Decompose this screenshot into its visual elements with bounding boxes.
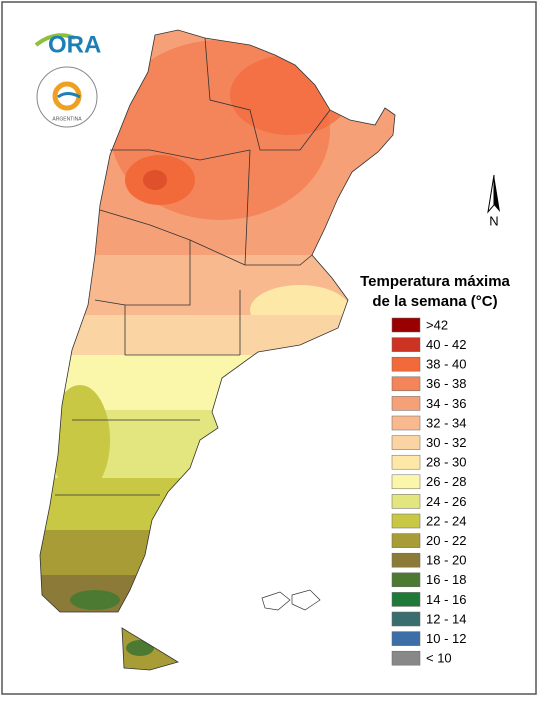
- legend-swatch: [391, 592, 421, 607]
- legend-swatch: [391, 611, 421, 627]
- legend-label: 28 - 30: [426, 455, 466, 470]
- legend-label: 34 - 36: [426, 396, 466, 411]
- legend-label: 24 - 26: [426, 494, 466, 509]
- legend-swatch: [391, 552, 421, 568]
- legend-title: de la semana (°C): [372, 293, 497, 310]
- logo-swoosh: [34, 33, 76, 47]
- legend-swatch: [391, 533, 421, 548]
- legend-swatch: [391, 454, 421, 470]
- north-arrow-right: [494, 175, 500, 212]
- legend-label: 32 - 34: [426, 415, 466, 430]
- province-borders: [39, 29, 396, 671]
- legend-swatch: [391, 474, 421, 490]
- legend-label: 20 - 22: [426, 533, 466, 548]
- legend-swatch: [391, 650, 421, 666]
- legend-label: 30 - 32: [426, 435, 466, 450]
- legend-swatch: [391, 376, 421, 392]
- legend-swatch: [391, 631, 421, 646]
- legend-swatch: [391, 435, 421, 450]
- legend-label: 18 - 20: [426, 553, 466, 568]
- legend-swatch: [391, 572, 421, 588]
- legend-swatch: [391, 513, 421, 529]
- seal-text: ARGENTINA: [52, 116, 82, 122]
- legend-label: 38 - 40: [426, 357, 466, 372]
- logo-text: ORA: [48, 31, 101, 58]
- north-label: N: [489, 213, 498, 228]
- legend-label: 22 - 24: [426, 513, 466, 528]
- legend-label: 16 - 18: [426, 572, 466, 587]
- legend-label: >42: [426, 317, 448, 332]
- legend-swatch: [391, 415, 421, 431]
- seal: [36, 66, 98, 128]
- seal-wave: [57, 92, 81, 99]
- legend: Temperatura máxima de la semana (°C) >42 40…: [360, 273, 510, 666]
- north-arrow-group: N: [487, 174, 500, 228]
- legend-swatch: [391, 356, 421, 372]
- islands: [261, 589, 321, 611]
- logo: ORA ARGENTINA: [34, 31, 101, 128]
- legend-label: 40 - 42: [426, 337, 466, 352]
- legend-swatch: [391, 337, 421, 352]
- legend-title: Temperatura máxima: [360, 273, 510, 290]
- legend-label: 12 - 14: [426, 611, 466, 626]
- legend-swatch: [391, 494, 421, 509]
- legend-label: 26 - 28: [426, 474, 466, 489]
- legend-label: < 10: [426, 651, 452, 666]
- legend-label: 36 - 38: [426, 376, 466, 391]
- legend-label: 10 - 12: [426, 631, 466, 646]
- legend-swatch: [391, 317, 421, 333]
- legend-label: 14 - 16: [426, 592, 466, 607]
- legend-swatch: [391, 396, 421, 411]
